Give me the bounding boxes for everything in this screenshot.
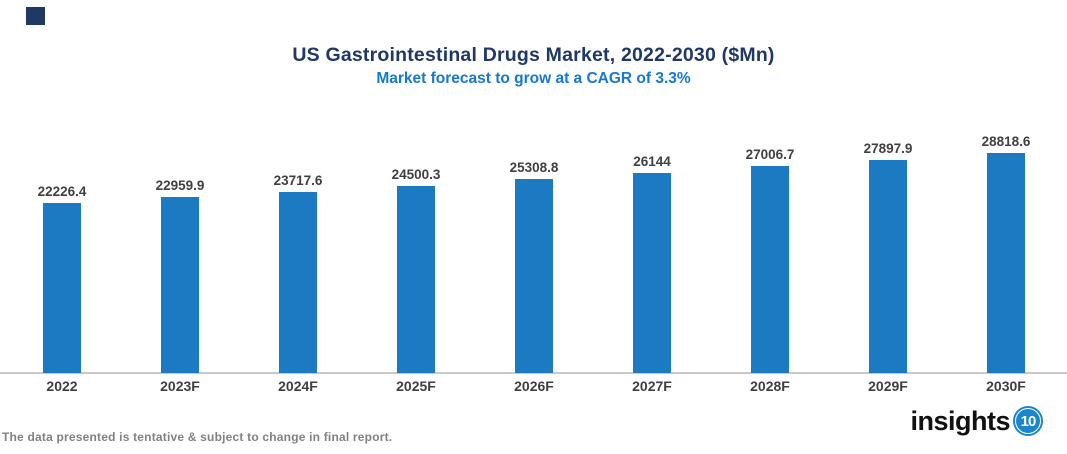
axis-label-2027F: 2027F: [632, 378, 672, 394]
bar-2025F: [397, 185, 435, 373]
axis-label-2028F: 2028F: [750, 378, 790, 394]
disclaimer-text: The data presented is tentative & subjec…: [2, 430, 393, 444]
bar-2028F: [751, 166, 789, 373]
bar-value-label-2023F: 22959.9: [155, 178, 205, 194]
bar-value-label-2027F: 26144: [633, 153, 671, 169]
bar-value-label-2029F: 27897.9: [863, 140, 913, 156]
axis-label-2029F: 2029F: [868, 378, 908, 394]
bar-value-label-2024F: 23717.6: [273, 172, 323, 188]
bar-value-label-2030F: 28818.6: [981, 133, 1031, 149]
bar-2030F: [987, 152, 1025, 373]
bar-value-label-2026F: 25308.8: [509, 160, 559, 176]
axis-label-2030F: 2030F: [986, 378, 1026, 394]
chart-title: US Gastrointestinal Drugs Market, 2022-2…: [292, 44, 775, 66]
bar-2027F: [633, 172, 671, 373]
insights10-logo: insights 10: [910, 405, 1043, 437]
chart-subtitle: Market forecast to grow at a CAGR of 3.3…: [376, 70, 691, 87]
bar-2026F: [515, 179, 553, 373]
bar-value-label-2022: 22226.4: [37, 183, 87, 199]
bar-2024F: [279, 191, 317, 373]
axis-label-2026F: 2026F: [514, 378, 554, 394]
x-axis-line: [0, 372, 1067, 374]
logo-badge-circle: 10: [1013, 406, 1043, 436]
axis-label-2023F: 2023F: [160, 378, 200, 394]
logo-text: insights: [910, 406, 1010, 436]
bar-value-label-2028F: 27006.7: [745, 147, 795, 163]
bar-2029F: [869, 159, 907, 373]
axis-label-2024F: 2024F: [278, 378, 318, 394]
axis-label-2022: 2022: [46, 378, 78, 394]
bar-2022: [43, 202, 81, 373]
logo-badge-number: 10: [1020, 412, 1037, 430]
corner-accent-square: [26, 7, 45, 25]
axis-label-2025F: 2025F: [396, 378, 436, 394]
bar-value-label-2025F: 24500.3: [391, 166, 441, 182]
bar-2023F: [161, 197, 199, 373]
